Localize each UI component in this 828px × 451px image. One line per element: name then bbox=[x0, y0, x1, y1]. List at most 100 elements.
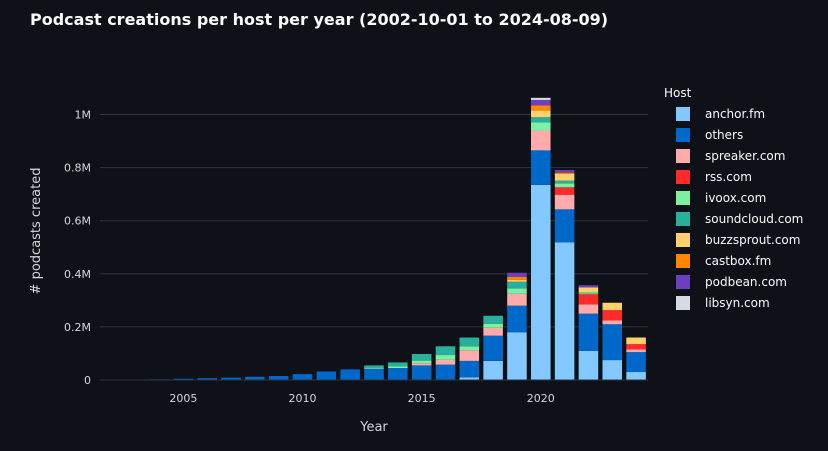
bar-segment-soundcloud-com-2017[interactable] bbox=[459, 337, 480, 347]
bar-segment-others-2020[interactable] bbox=[531, 150, 551, 185]
legend-item-libsyn-com[interactable]: libsyn.com bbox=[676, 296, 770, 310]
bar-segment-podbean-com-2022[interactable] bbox=[578, 285, 599, 288]
bars bbox=[102, 97, 646, 381]
legend-label: castbox.fm bbox=[705, 254, 771, 268]
bar-segment-spreaker-com-2020[interactable] bbox=[531, 130, 551, 151]
bar-segment-buzzsprout-com-2021[interactable] bbox=[554, 174, 575, 181]
bar-segment-ivoox-com-2019[interactable] bbox=[507, 288, 527, 294]
bar-segment-others-2013[interactable] bbox=[364, 368, 384, 380]
legend-item-others[interactable]: others bbox=[676, 128, 743, 142]
bar-segment-ivoox-com-2013[interactable] bbox=[364, 368, 384, 369]
bar-segment-ivoox-com-2022[interactable] bbox=[578, 293, 599, 295]
bar-segment-others-2024[interactable] bbox=[626, 352, 646, 373]
bar-segment-others-2016[interactable] bbox=[435, 364, 456, 380]
bar-segment-others-2012[interactable] bbox=[340, 369, 360, 380]
bar-segment-ivoox-com-2014[interactable] bbox=[388, 366, 408, 369]
legend-item-ivoox-com[interactable]: ivoox.com bbox=[676, 191, 766, 205]
bar-segment-soundcloud-com-2016[interactable] bbox=[435, 346, 456, 356]
bar-segment-ivoox-com-2016[interactable] bbox=[435, 355, 456, 360]
bar-segment-castbox-fm-2021[interactable] bbox=[554, 172, 575, 175]
bar-segment-buzzsprout-com-2023[interactable] bbox=[602, 302, 623, 311]
bar-segment-soundcloud-com-2015[interactable] bbox=[411, 353, 432, 361]
bar-segment-soundcloud-com-2019[interactable] bbox=[507, 281, 527, 289]
bar-segment-others-2007[interactable] bbox=[221, 377, 241, 380]
y-tick-label: 1M bbox=[75, 109, 92, 122]
legend-title: Host bbox=[664, 86, 692, 100]
bar-segment-rss-com-2021[interactable] bbox=[554, 187, 575, 195]
bar-segment-spreaker-com-2021[interactable] bbox=[554, 194, 575, 210]
bar-segment-others-2017[interactable] bbox=[459, 360, 480, 378]
bar-segment-spreaker-com-2023[interactable] bbox=[602, 320, 623, 325]
bar-segment-ivoox-com-2020[interactable] bbox=[531, 122, 551, 131]
bar-segment-spreaker-com-2024[interactable] bbox=[626, 349, 646, 353]
bar-segment-soundcloud-com-2022[interactable] bbox=[578, 292, 599, 294]
bar-segment-anchor-fm-2017[interactable] bbox=[459, 377, 480, 380]
bar-segment-others-2018[interactable] bbox=[483, 335, 503, 361]
bar-segment-rss-com-2023[interactable] bbox=[602, 310, 623, 321]
bar-segment-buzzsprout-com-2019[interactable] bbox=[507, 279, 527, 282]
bar-segment-spreaker-com-2016[interactable] bbox=[435, 359, 456, 365]
bar-segment-podbean-com-2020[interactable] bbox=[531, 99, 551, 106]
bar-segment-anchor-fm-2024[interactable] bbox=[626, 372, 646, 380]
bar-segment-anchor-fm-2018[interactable] bbox=[483, 360, 503, 380]
bar-segment-anchor-fm-2021[interactable] bbox=[554, 242, 575, 380]
bar-segment-others-2011[interactable] bbox=[316, 371, 337, 380]
y-tick-label: 0 bbox=[84, 374, 91, 387]
bar-segment-soundcloud-com-2020[interactable] bbox=[531, 117, 551, 123]
bar-segment-others-2015[interactable] bbox=[411, 365, 432, 380]
bar-segment-others-2021[interactable] bbox=[554, 209, 575, 243]
bar-segment-others-2005[interactable] bbox=[173, 378, 194, 380]
bar-segment-others-2008[interactable] bbox=[245, 376, 265, 380]
bar-segment-ivoox-com-2017[interactable] bbox=[459, 346, 480, 351]
bar-segment-spreaker-com-2019[interactable] bbox=[507, 293, 527, 306]
bar-segment-others-2014[interactable] bbox=[388, 368, 408, 380]
legend-item-spreaker-com[interactable]: spreaker.com bbox=[676, 149, 785, 163]
legend[interactable]: Host anchor.fm others spreaker.com rss.com i… bbox=[664, 86, 803, 310]
bar-segment-buzzsprout-com-2024[interactable] bbox=[626, 337, 646, 345]
legend-item-rss-com[interactable]: rss.com bbox=[676, 170, 752, 184]
legend-item-soundcloud-com[interactable]: soundcloud.com bbox=[676, 212, 803, 226]
bar-segment-others-2019[interactable] bbox=[507, 305, 527, 333]
legend-item-castbox-fm[interactable]: castbox.fm bbox=[676, 254, 771, 268]
bar-segment-castbox-fm-2019[interactable] bbox=[507, 276, 527, 280]
y-tick-label: 0.2M bbox=[64, 321, 91, 334]
bar-segment-podbean-com-2019[interactable] bbox=[507, 272, 527, 277]
legend-label: spreaker.com bbox=[705, 149, 785, 163]
bar-segment-ivoox-com-2018[interactable] bbox=[483, 323, 503, 328]
bar-segment-spreaker-com-2015[interactable] bbox=[411, 363, 432, 366]
bar-segment-soundcloud-com-2018[interactable] bbox=[483, 315, 503, 324]
bar-segment-libsyn-com-2020[interactable] bbox=[531, 97, 551, 100]
legend-label: rss.com bbox=[705, 170, 752, 184]
bar-segment-buzzsprout-com-2020[interactable] bbox=[531, 110, 551, 118]
legend-swatch bbox=[676, 107, 690, 121]
bar-segment-buzzsprout-com-2022[interactable] bbox=[578, 287, 599, 293]
bar-segment-spreaker-com-2022[interactable] bbox=[578, 304, 599, 314]
bar-segment-spreaker-com-2017[interactable] bbox=[459, 350, 480, 361]
legend-swatch bbox=[676, 296, 690, 310]
bar-segment-others-2022[interactable] bbox=[578, 313, 599, 351]
bar-segment-podbean-com-2021[interactable] bbox=[554, 170, 575, 173]
bar-segment-rss-com-2022[interactable] bbox=[578, 294, 599, 305]
bar-segment-castbox-fm-2020[interactable] bbox=[531, 105, 551, 111]
legend-swatch bbox=[676, 170, 690, 184]
bar-segment-spreaker-com-2018[interactable] bbox=[483, 327, 503, 336]
bar-segment-soundcloud-com-2014[interactable] bbox=[388, 362, 408, 367]
bar-segment-anchor-fm-2019[interactable] bbox=[507, 332, 527, 380]
legend-swatch bbox=[676, 128, 690, 142]
bar-segment-others-2009[interactable] bbox=[268, 376, 289, 380]
bar-segment-others-2023[interactable] bbox=[602, 324, 623, 361]
bar-segment-others-2010[interactable] bbox=[292, 374, 313, 380]
bar-segment-rss-com-2024[interactable] bbox=[626, 344, 646, 350]
bar-segment-others-2006[interactable] bbox=[197, 378, 217, 380]
bar-segment-ivoox-com-2021[interactable] bbox=[554, 183, 575, 188]
legend-item-anchor-fm[interactable]: anchor.fm bbox=[676, 107, 765, 121]
bar-segment-anchor-fm-2020[interactable] bbox=[531, 184, 551, 380]
bar-segment-soundcloud-com-2013[interactable] bbox=[364, 365, 384, 369]
bar-segment-ivoox-com-2015[interactable] bbox=[411, 360, 432, 364]
legend-item-buzzsprout-com[interactable]: buzzsprout.com bbox=[676, 233, 800, 247]
legend-item-podbean-com[interactable]: podbean.com bbox=[676, 275, 787, 289]
bar-segment-anchor-fm-2022[interactable] bbox=[578, 350, 599, 380]
bar-segment-anchor-fm-2023[interactable] bbox=[602, 360, 623, 380]
legend-swatch bbox=[676, 233, 690, 247]
bar-segment-soundcloud-com-2021[interactable] bbox=[554, 180, 575, 184]
